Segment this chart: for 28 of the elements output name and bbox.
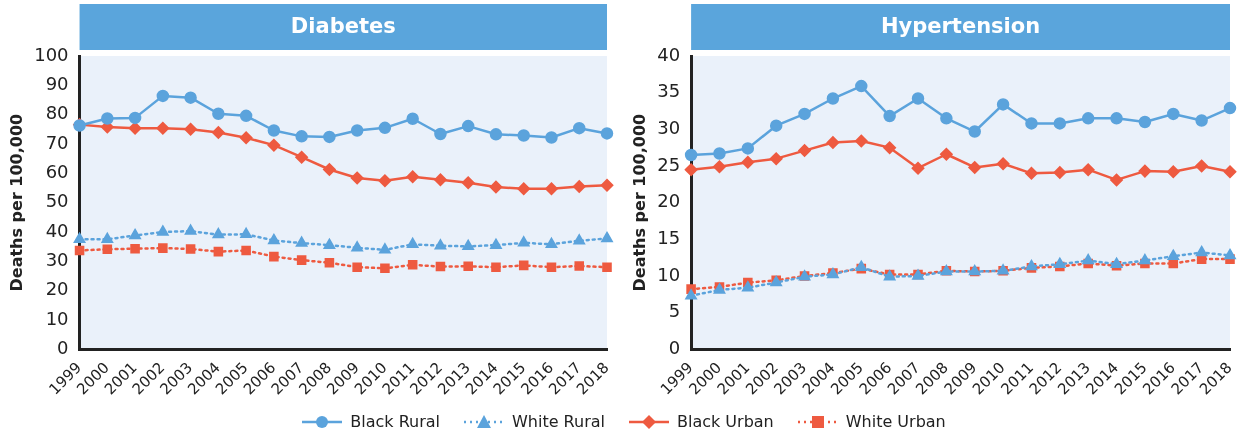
legend-label: White Rural: [512, 412, 605, 431]
y-tick-label: 20: [45, 278, 69, 300]
y-tick-label: 10: [45, 307, 69, 329]
y-axis-title: Deaths per 100,000: [629, 113, 649, 292]
y-tick-label: 0: [57, 336, 69, 358]
y-tick-label: 70: [45, 131, 69, 153]
chart-title: Diabetes: [290, 14, 396, 39]
y-tick-label: 40: [45, 219, 69, 241]
y-tick-label: 0: [668, 336, 681, 358]
y-tick-label: 40: [657, 43, 681, 65]
y-tick-label: 25: [657, 153, 681, 175]
y-tick-label: 50: [45, 190, 69, 212]
y-tick-label: 35: [657, 80, 681, 102]
y-tick-label: 20: [657, 190, 681, 212]
y-tick-label: 90: [45, 73, 69, 94]
y-tick-label: 100: [34, 43, 69, 65]
y-tick-label: 80: [45, 102, 69, 124]
y-tick-label: 30: [657, 116, 681, 138]
y-tick-label: 60: [45, 160, 69, 182]
y-tick-label: 5: [668, 300, 681, 322]
y-tick-label: 15: [657, 226, 681, 248]
legend-label: Black Urban: [676, 412, 774, 431]
legend-label: Black Rural: [350, 412, 440, 431]
legend-label: White Urban: [845, 412, 946, 431]
y-tick-label: 30: [45, 248, 69, 270]
y-axis-title: Deaths per 100,000: [6, 113, 26, 292]
chart-title: Hypertension: [880, 14, 1041, 39]
y-tick-label: 10: [657, 263, 681, 285]
